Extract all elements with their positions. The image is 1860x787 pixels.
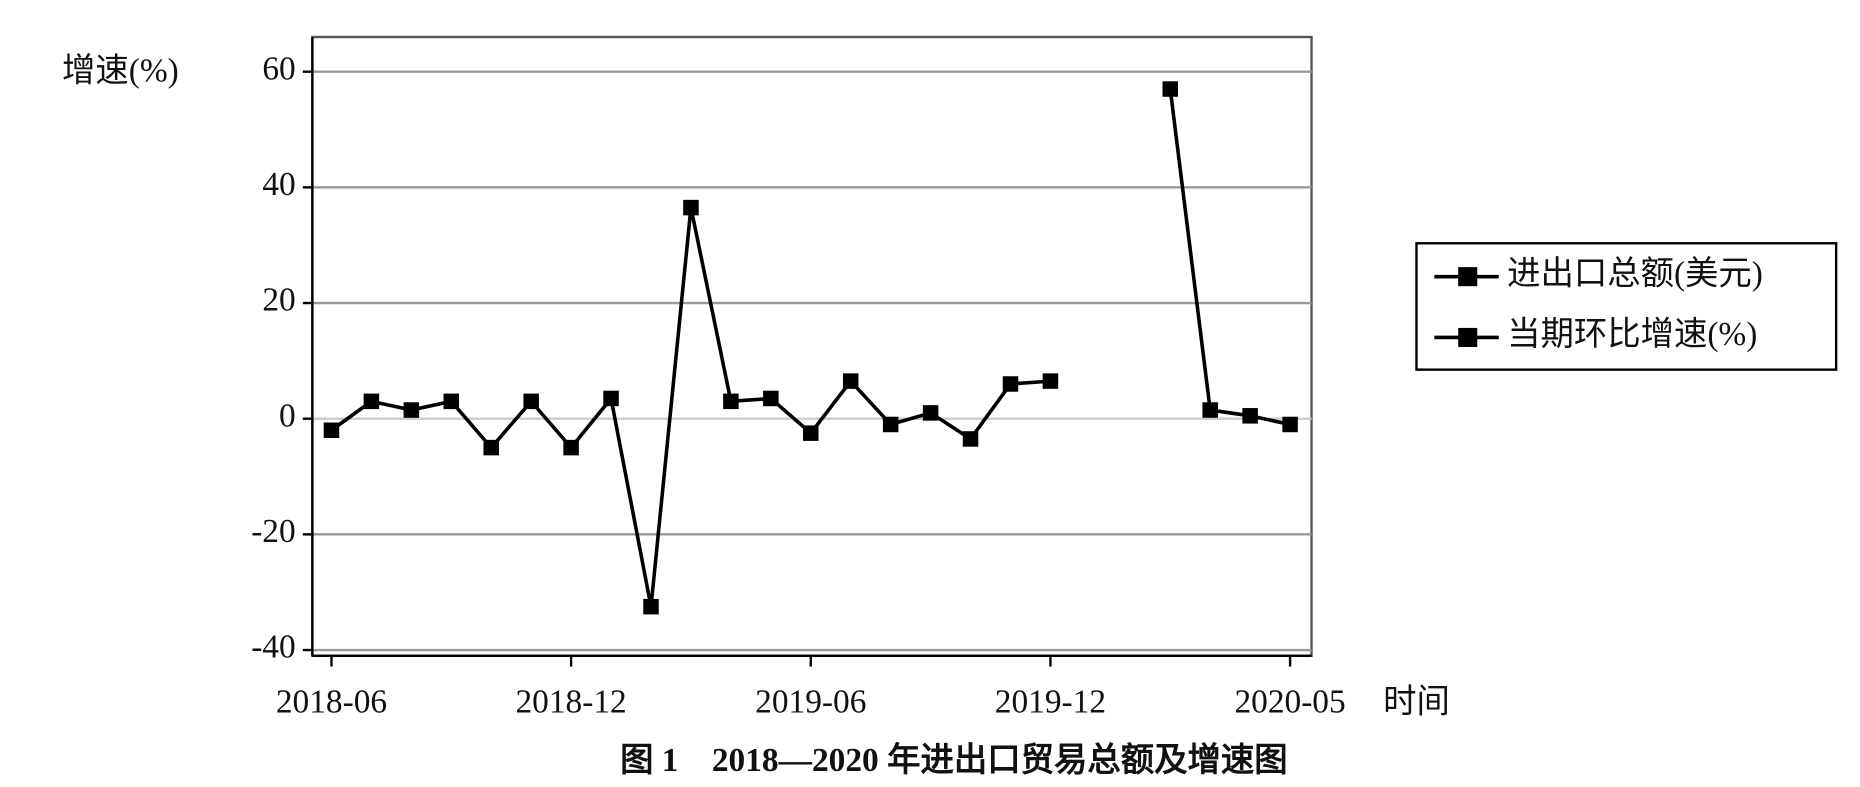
legend-label: 进出口总额(美元): [1507, 255, 1763, 292]
point: [1042, 373, 1059, 389]
point: [803, 425, 819, 441]
x-tick-label: 2019-06: [755, 683, 866, 720]
legend-label: 当期环比增速(%): [1507, 316, 1757, 353]
x-tick-label: 2018-06: [276, 683, 387, 720]
plot-area: [311, 35, 1313, 657]
point: [882, 416, 899, 433]
point: [363, 393, 380, 410]
point: [962, 431, 979, 447]
x-tick-label: 2019-12: [995, 683, 1106, 720]
point: [323, 422, 340, 439]
point: [842, 373, 859, 389]
point: [403, 402, 420, 418]
legend-marker: [1458, 327, 1478, 347]
point: [1002, 376, 1019, 392]
point: [483, 439, 499, 456]
y-tick-label: -40: [251, 629, 296, 666]
point: [603, 390, 619, 407]
point: [922, 405, 939, 421]
y-tick-label: 0: [279, 397, 296, 434]
point: [1202, 402, 1218, 418]
point: [763, 390, 779, 407]
point: [683, 199, 699, 216]
x-tick-label: 2020-05: [1234, 683, 1345, 720]
point: [523, 393, 539, 410]
x-axis-label: 时间: [1383, 683, 1450, 720]
y-axis-label: 增速(%): [62, 53, 179, 90]
point: [643, 598, 659, 615]
point: [723, 393, 739, 410]
legend-marker: [1458, 267, 1478, 287]
point: [563, 439, 579, 456]
y-tick-label: 60: [262, 50, 295, 87]
point: [1162, 81, 1178, 97]
legend-box: [1415, 242, 1838, 371]
point: [1282, 416, 1298, 433]
y-tick-label: -20: [251, 513, 296, 550]
chart-title: 图 1 2018—2020 年进出口贸易总额及增速图: [620, 742, 1288, 779]
x-tick-label: 2018-12: [515, 683, 626, 720]
y-tick-label: 40: [262, 166, 295, 203]
y-tick-label: 20: [262, 282, 295, 319]
point: [1242, 408, 1258, 424]
point: [443, 393, 460, 410]
